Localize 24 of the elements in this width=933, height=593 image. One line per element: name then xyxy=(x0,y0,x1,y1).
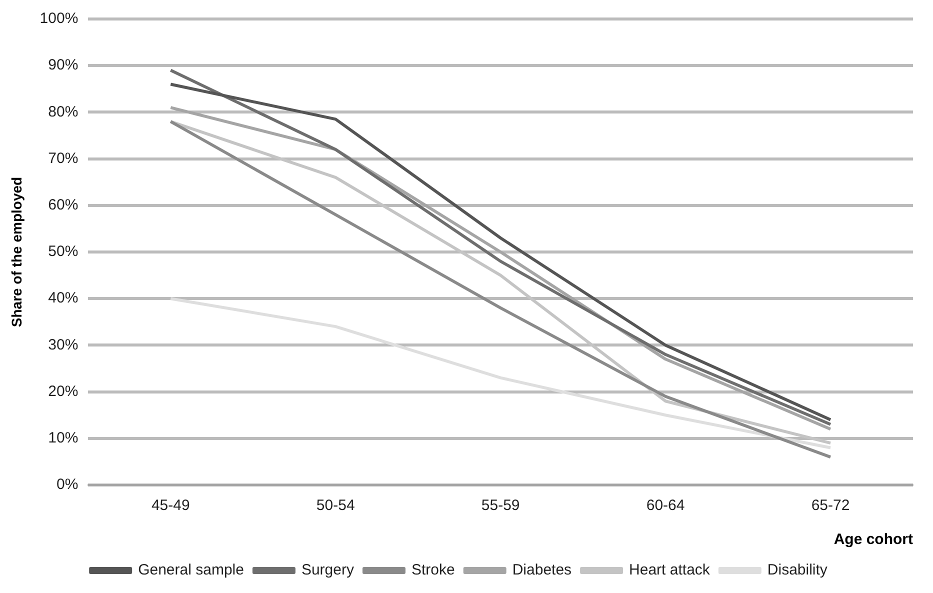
x-tick-label: 55-59 xyxy=(481,497,520,514)
y-tick-label: 40% xyxy=(48,290,78,307)
y-tick-label: 50% xyxy=(48,243,78,260)
y-tick-label: 30% xyxy=(48,336,78,354)
legend-label: Stroke xyxy=(411,562,455,579)
y-tick-label: 0% xyxy=(56,476,78,494)
x-axis-title: Age cohort xyxy=(834,531,913,548)
x-tick-label: 50-54 xyxy=(316,497,355,514)
x-tick-label: 60-64 xyxy=(646,497,685,514)
y-tick-label: 90% xyxy=(48,56,78,74)
y-tick-label: 10% xyxy=(48,430,78,447)
y-tick-label: 100% xyxy=(40,10,78,28)
y-tick-label: 20% xyxy=(48,382,78,400)
legend-label: Heart attack xyxy=(629,562,710,579)
legend-label: Surgery xyxy=(301,562,354,579)
legend-label: Diabetes xyxy=(512,562,572,579)
y-tick-label: 70% xyxy=(48,150,78,167)
x-tick-label: 45-49 xyxy=(151,497,190,514)
x-tick-label: 65-72 xyxy=(811,497,850,514)
legend-label: General sample xyxy=(138,562,244,579)
y-tick-label: 60% xyxy=(48,196,78,214)
y-tick-label: 80% xyxy=(48,103,78,120)
y-axis-title: Share of the employed xyxy=(8,176,24,328)
legend-label: Disability xyxy=(767,562,828,579)
